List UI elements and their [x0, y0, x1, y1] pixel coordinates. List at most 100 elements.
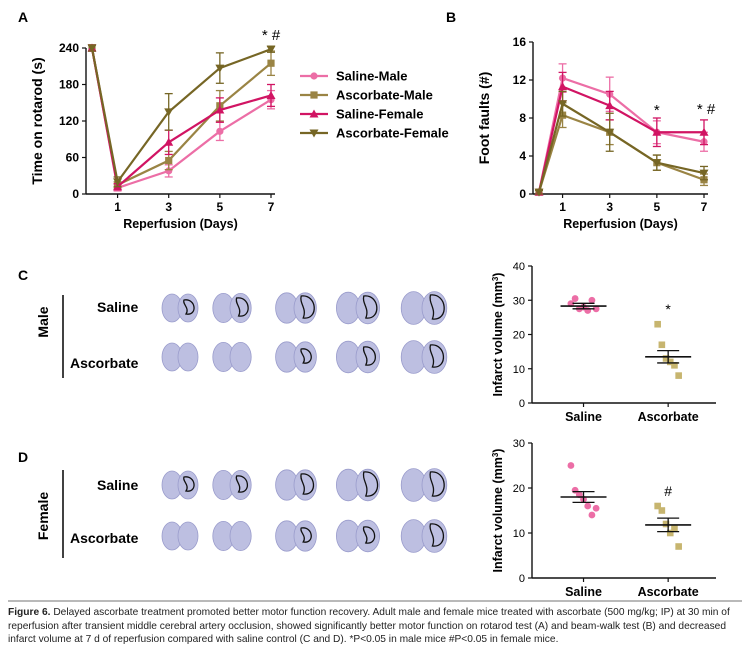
brain-hemisphere	[177, 342, 199, 372]
y-tick-label: 4	[519, 149, 526, 163]
y-tick-label: 0	[519, 398, 525, 410]
data-point	[567, 462, 575, 469]
row-label-ascorbate-c: Ascorbate	[70, 355, 139, 371]
data-point	[666, 358, 674, 366]
data-point	[592, 504, 600, 512]
data-point	[216, 127, 224, 135]
row-label-female: Female	[35, 492, 51, 540]
brain-hemisphere	[177, 293, 199, 323]
brain-hemisphere	[293, 341, 317, 373]
data-point	[658, 507, 666, 514]
infarct-outline	[300, 473, 315, 495]
series-line	[90, 47, 272, 190]
infarct-outline	[362, 526, 376, 544]
x-axis-label: Reperfusion (Days)	[123, 217, 238, 231]
x-tick-label: 3	[606, 200, 613, 214]
infarct-outline	[183, 476, 195, 492]
panel-label-c: C	[18, 267, 28, 283]
x-tick-label: 1	[559, 200, 566, 214]
data-point	[534, 188, 544, 197]
infarct-outline	[235, 297, 249, 317]
x-tick-label: 5	[654, 200, 661, 214]
significance-label: *	[654, 102, 660, 119]
y-tick-label: 12	[513, 73, 527, 87]
brain-hemisphere	[293, 520, 317, 552]
legend-marker	[310, 72, 318, 80]
data-point	[671, 362, 678, 369]
infarct-outline	[429, 471, 445, 497]
row-label-saline-d: Saline	[97, 477, 138, 493]
data-point	[215, 105, 225, 114]
infarct-outline	[183, 299, 195, 315]
x-tick-label: Saline	[565, 585, 602, 599]
data-point	[588, 511, 596, 519]
legend-marker	[309, 109, 319, 118]
data-point	[164, 108, 174, 117]
rotarod-chart: 0 60 120 180 240 1 3 5 7 Reperfusion (Days) Time o…	[29, 27, 281, 231]
data-point	[558, 100, 568, 109]
x-tick-label: 7	[701, 200, 708, 214]
significance-label: * #	[262, 27, 281, 44]
caption-text: Delayed ascorbate treatment promoted bet…	[8, 607, 730, 645]
brain-hemisphere	[229, 341, 252, 372]
data-point	[215, 64, 225, 73]
brain-hemisphere	[355, 519, 381, 553]
data-point	[605, 128, 615, 137]
data-point	[584, 307, 592, 314]
y-tick-label: 16	[513, 35, 527, 49]
infarct-outline	[300, 348, 312, 364]
legend-marker	[310, 91, 318, 99]
infarct-outline	[235, 475, 248, 493]
brain-hemisphere	[229, 469, 252, 500]
y-tick-label: 0	[519, 573, 525, 585]
x-tick-label: 5	[217, 200, 224, 214]
data-point	[571, 295, 579, 302]
brain-hemisphere	[177, 521, 199, 551]
data-point	[666, 529, 674, 537]
panel-label-d: D	[18, 449, 28, 465]
infarct-outline	[300, 527, 312, 543]
caption-title: Figure 6.	[8, 607, 51, 618]
data-point	[652, 127, 662, 136]
y-tick-label: 0	[72, 187, 79, 201]
y-tick-label: 180	[59, 78, 79, 92]
infarct-outline	[362, 346, 376, 366]
x-tick-label: Ascorbate	[638, 410, 699, 424]
infarct-outline	[429, 523, 445, 547]
row-label-ascorbate-d: Ascorbate	[70, 530, 139, 546]
data-point	[658, 341, 666, 349]
data-point	[654, 320, 661, 328]
significance-label: *	[665, 301, 671, 317]
infarct-female-chart: 0 10 20 30 Saline Ascorbate Infarct volume (mm…	[491, 438, 716, 599]
y-tick-label: 20	[513, 330, 525, 342]
brain-hemisphere	[355, 468, 381, 502]
data-point	[266, 45, 276, 54]
data-point	[584, 502, 592, 510]
y-tick-label: 240	[59, 41, 79, 55]
data-point	[267, 59, 275, 67]
data-point	[662, 520, 670, 528]
data-point	[699, 169, 709, 178]
infarct-outline	[429, 344, 445, 368]
infarct-outline	[300, 295, 315, 319]
panel-label-a: A	[18, 9, 28, 25]
data-point	[87, 44, 97, 53]
series-line	[537, 76, 705, 193]
row-label-male: Male	[35, 306, 51, 337]
y-tick-label: 30	[513, 438, 525, 450]
legend-label: Saline-Male	[336, 69, 408, 84]
figure-caption: Figure 6. Delayed ascorbate treatment pr…	[8, 600, 742, 647]
y-tick-label: 60	[66, 151, 80, 165]
data-point	[266, 90, 276, 99]
x-tick-label: 1	[114, 200, 121, 214]
y-tick-label: 40	[513, 261, 525, 273]
y-tick-label: 20	[513, 483, 525, 495]
data-point	[558, 82, 568, 91]
foot-faults-chart: 0 4 8 12 16 1 3 5 7 Reperfusion (Days) Foot faults…	[476, 35, 716, 231]
x-tick-label: 7	[268, 200, 275, 214]
x-tick-label: 3	[165, 200, 172, 214]
panel-label-b: B	[446, 9, 456, 25]
data-point	[671, 525, 678, 532]
y-tick-label: 10	[513, 364, 525, 376]
